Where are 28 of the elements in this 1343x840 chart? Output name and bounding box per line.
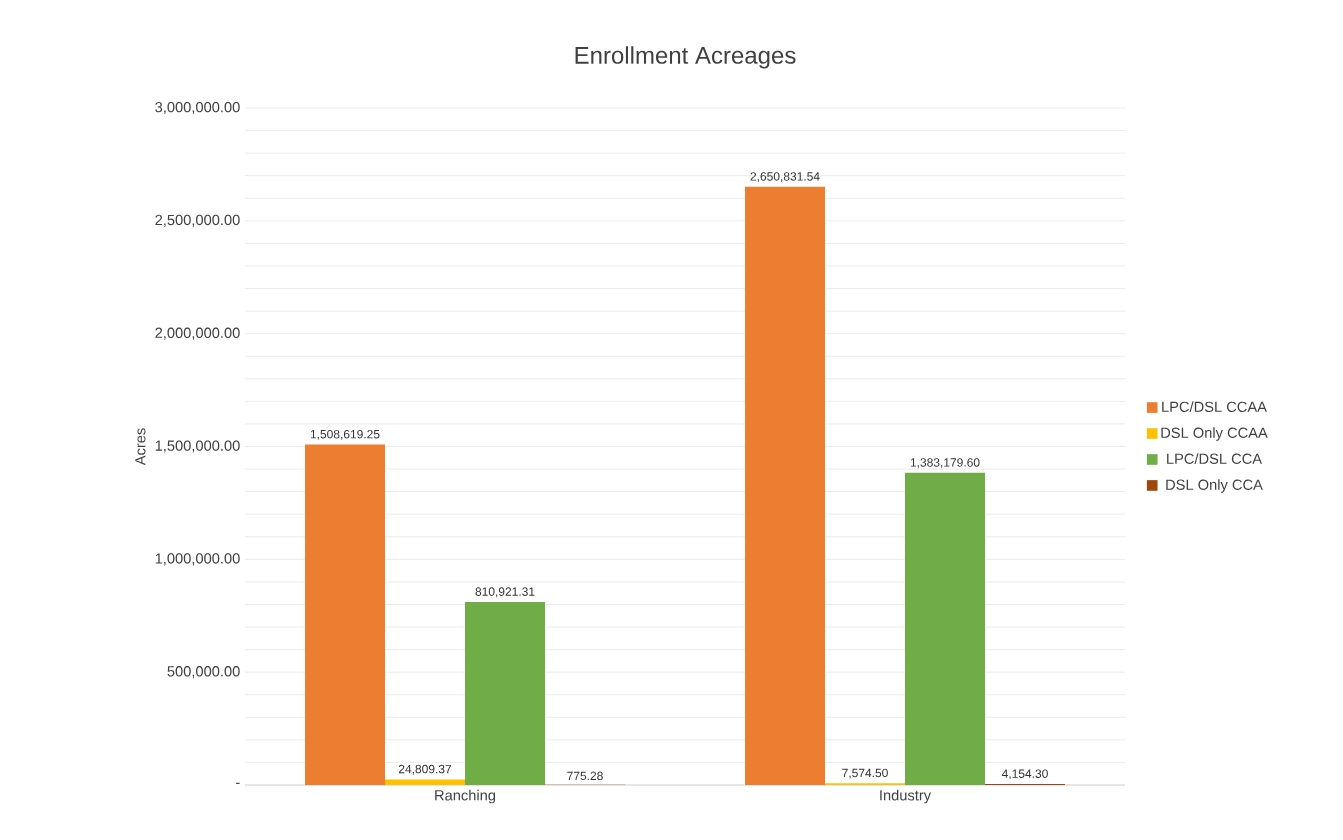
y-tick-label: 3,000,000.00 <box>155 101 240 115</box>
bar <box>745 186 826 785</box>
y-tick-label: 500,000.00 <box>167 666 240 679</box>
data-label: 24,809.37 <box>398 764 452 775</box>
legend-label: LPC/DSL CCA <box>1167 453 1263 464</box>
y-tick-label: 2,500,000.00 <box>155 214 240 227</box>
chart-title: Enrollment Acreages <box>575 46 796 69</box>
y-tick-label: 2,000,000.00 <box>155 327 240 340</box>
y-tick-label: - <box>236 782 240 784</box>
bar <box>385 779 465 785</box>
data-label: 2,650,831.54 <box>750 172 820 183</box>
bar <box>905 472 985 785</box>
legend-label: DSL Only CCAA <box>1161 427 1268 441</box>
x-tick-label: Ranching <box>435 789 496 804</box>
y-tick-label: 1,500,000.00 <box>155 440 240 453</box>
y-axis-title: Acres <box>135 428 146 466</box>
data-label: 775.28 <box>567 771 603 781</box>
bar <box>305 444 385 785</box>
legend-label: DSL Only CCA <box>1166 479 1263 493</box>
data-label: 1,508,619.25 <box>310 429 380 440</box>
data-label: 1,383,179.60 <box>910 458 980 469</box>
y-tick-label: 1,000,000.00 <box>155 553 240 566</box>
legend-label: LPC/DSL CCAA <box>1162 401 1267 413</box>
data-label: 4,154.30 <box>1001 769 1048 780</box>
x-tick-label: Industry <box>880 789 932 804</box>
data-label: 810,921.31 <box>475 587 535 598</box>
data-label: 7,574.50 <box>842 768 888 779</box>
bar <box>465 602 545 785</box>
